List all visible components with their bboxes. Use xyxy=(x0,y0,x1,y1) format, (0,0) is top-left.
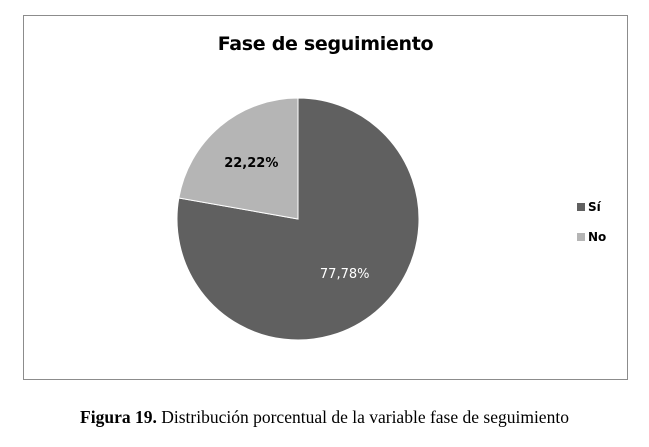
chart-frame: Fase de seguimiento 77,78% 22,22% Sí No xyxy=(23,15,628,380)
data-label-no: 22,22% xyxy=(224,156,278,171)
legend-item-si: Sí xyxy=(577,199,606,214)
figure-caption-text: Distribución porcentual de la variable f… xyxy=(161,407,569,427)
legend-label-no: No xyxy=(588,229,607,244)
chart-legend: Sí No xyxy=(577,199,606,259)
figure-caption: Figura 19. Distribución porcentual de la… xyxy=(0,407,649,428)
legend-item-no: No xyxy=(577,229,606,244)
data-label-si: 77,78% xyxy=(320,267,370,282)
chart-title: Fase de seguimiento xyxy=(217,33,434,55)
pie-chart: 77,78% 22,22% xyxy=(176,97,420,341)
figure-caption-label: Figura 19. xyxy=(80,407,157,427)
legend-label-si: Sí xyxy=(588,199,601,214)
legend-swatch-no xyxy=(577,232,585,241)
pie-slice-no xyxy=(178,97,299,220)
legend-swatch-si xyxy=(577,202,585,211)
